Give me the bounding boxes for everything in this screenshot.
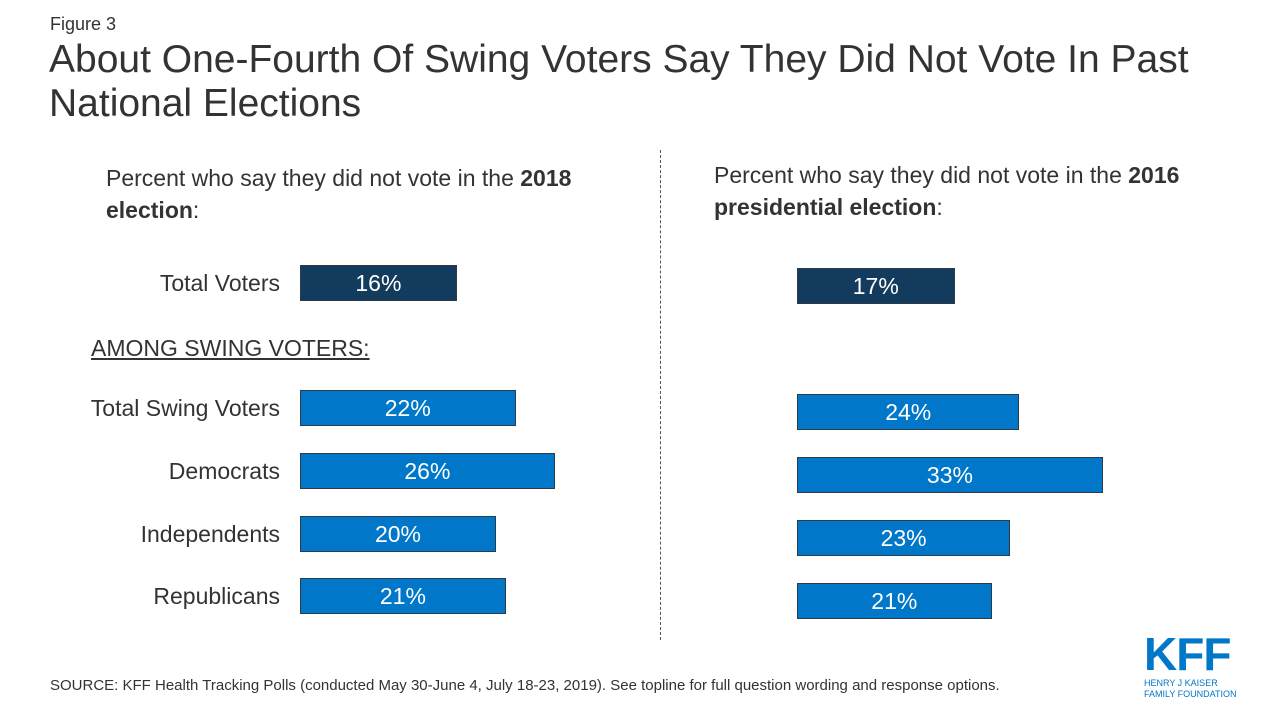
source-note: SOURCE: KFF Health Tracking Polls (condu…: [50, 677, 1000, 694]
right-subtitle-colon: :: [936, 194, 943, 220]
bar-value-label: 20%: [374, 520, 422, 547]
chart-title: About One-Fourth Of Swing Voters Say The…: [49, 38, 1189, 125]
category-label: Independents: [140, 521, 280, 547]
category-label: Democrats: [168, 458, 280, 484]
kff-logo: KFF HENRY J KAISER FAMILY FOUNDATION: [1144, 630, 1237, 700]
among-swing-voters-label: AMONG SWING VOTERS:: [91, 335, 370, 361]
bar-independents: 23%: [797, 520, 1011, 556]
category-label: Republicans: [153, 583, 280, 609]
left-subtitle-text: Percent who say they did not vote in the: [106, 165, 521, 191]
bar-value-label: 22%: [384, 394, 431, 421]
logo-line2: FAMILY FOUNDATION: [1144, 689, 1237, 699]
bar-democrats: 26%: [300, 453, 555, 489]
figure-label: Figure 3: [50, 14, 117, 34]
bar-total-voters: 16%: [300, 265, 457, 301]
category-label: Total Voters: [159, 270, 280, 296]
bar-total-swing-voters: 22%: [300, 390, 516, 426]
right-subtitle-bold: 2016 presidential election: [714, 162, 1180, 220]
bar-value-label: 21%: [871, 587, 918, 614]
category-label: Total Swing Voters: [90, 395, 280, 421]
right-subtitle: Percent who say they did not vote in the…: [714, 159, 1234, 223]
bar-value-label: 26%: [404, 457, 451, 484]
bar-value-label: 24%: [885, 398, 932, 425]
bar-value-label: 21%: [379, 582, 426, 609]
bar-independents: 20%: [300, 516, 496, 552]
left-subtitle-bold: 2018 election: [106, 165, 572, 223]
bar-value-label: 33%: [926, 461, 973, 488]
bar-value-label: 16%: [355, 269, 402, 296]
right-subtitle-text: Percent who say they did not vote in the: [714, 162, 1129, 188]
bar-value-label: 23%: [880, 524, 927, 551]
bar-democrats: 33%: [797, 457, 1103, 493]
logo-line1: HENRY J KAISER: [1144, 678, 1218, 688]
bar-total-voters: 17%: [797, 268, 955, 304]
logo-mark: KFF: [1144, 628, 1231, 680]
bar-value-label: 17%: [852, 272, 899, 299]
bar-republicans: 21%: [300, 578, 506, 614]
left-subtitle: Percent who say they did not vote in the…: [106, 162, 626, 226]
bar-total-swing-voters: 24%: [797, 394, 1020, 430]
panel-divider: [660, 150, 661, 640]
left-subtitle-colon: :: [192, 197, 200, 223]
bar-republicans: 21%: [797, 583, 992, 619]
